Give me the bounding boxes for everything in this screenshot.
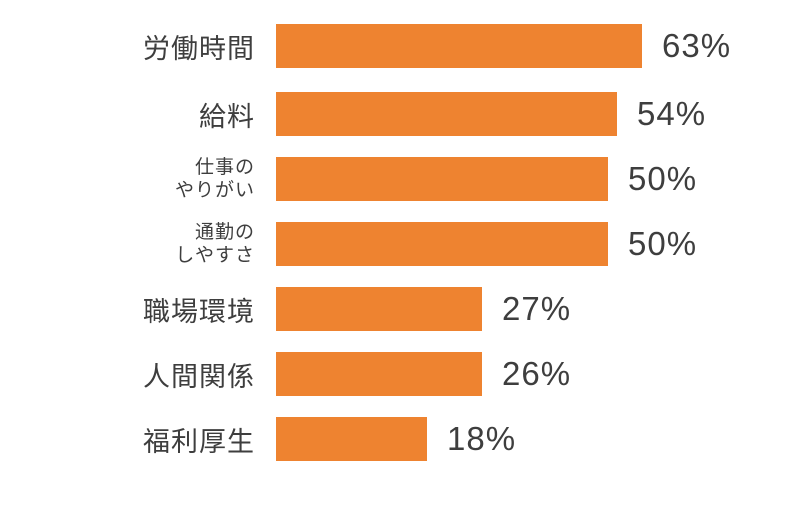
bar-row: 仕事の やりがい 50% bbox=[0, 157, 800, 201]
bar-row: 職場環境 27% bbox=[0, 287, 800, 331]
bar bbox=[276, 222, 608, 266]
bar bbox=[276, 417, 427, 461]
category-label: 福利厚生 bbox=[143, 426, 255, 457]
category-label: 人間関係 bbox=[143, 361, 255, 392]
bar bbox=[276, 24, 642, 68]
category-label: 労働時間 bbox=[143, 33, 255, 64]
value-label: 26% bbox=[502, 355, 572, 392]
bar bbox=[276, 157, 608, 201]
value-label: 54% bbox=[637, 95, 707, 132]
value-label: 63% bbox=[662, 27, 732, 64]
bar-row: 労働時間 63% bbox=[0, 24, 800, 68]
bar bbox=[276, 287, 482, 331]
value-label: 50% bbox=[628, 160, 698, 197]
bar-row: 人間関係 26% bbox=[0, 352, 800, 396]
bar-row: 給料 54% bbox=[0, 92, 800, 136]
category-label: 通勤の しやすさ bbox=[175, 222, 255, 266]
category-label: 給料 bbox=[199, 101, 255, 132]
category-label: 仕事の やりがい bbox=[174, 157, 255, 201]
value-label: 50% bbox=[628, 225, 698, 262]
bar bbox=[276, 352, 482, 396]
bar bbox=[276, 92, 617, 136]
bar-row: 通勤の しやすさ 50% bbox=[0, 222, 800, 266]
category-label: 職場環境 bbox=[143, 296, 255, 327]
value-label: 18% bbox=[447, 420, 517, 457]
bar-row: 福利厚生 18% bbox=[0, 417, 800, 461]
value-label: 27% bbox=[502, 290, 572, 327]
